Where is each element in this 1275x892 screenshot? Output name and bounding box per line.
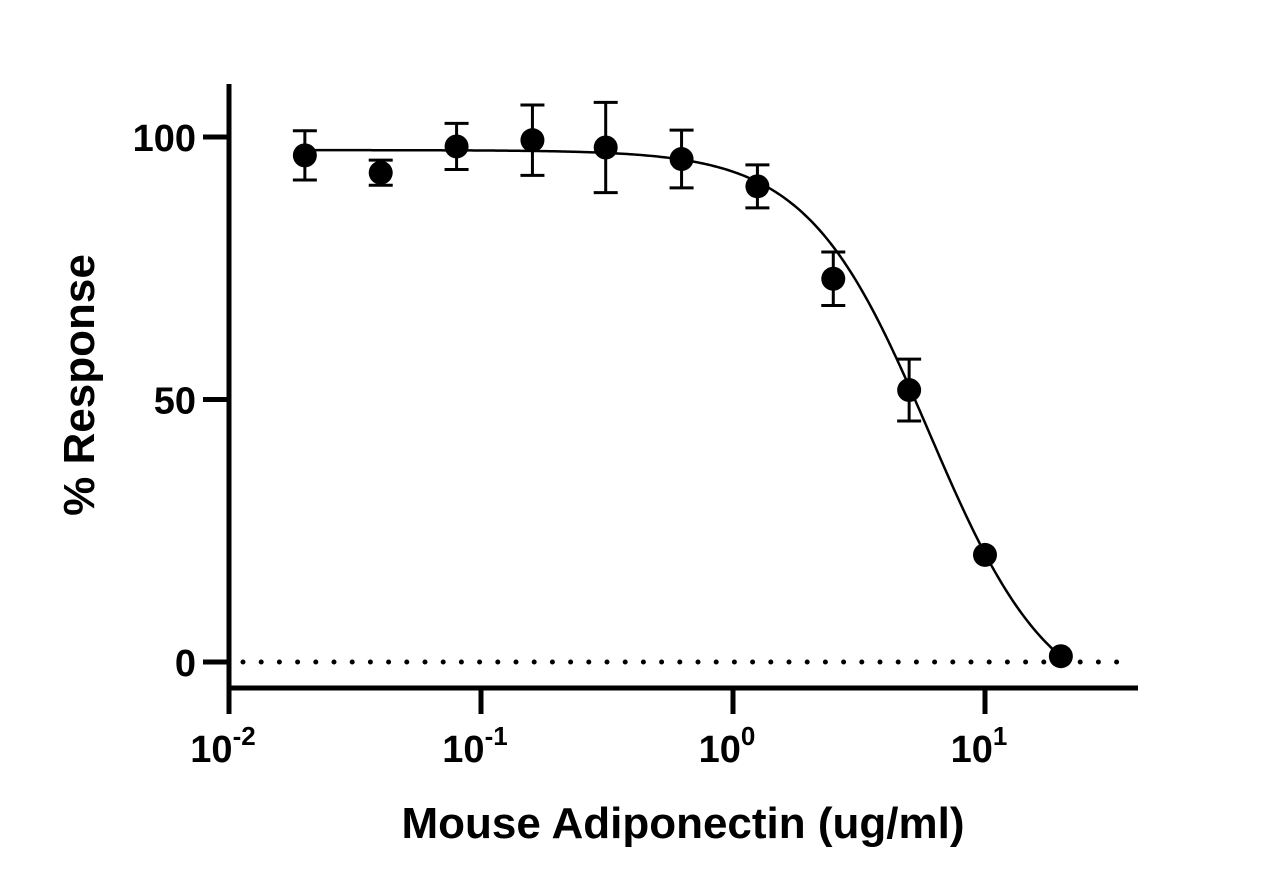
y-axis-title: % Response — [55, 254, 104, 516]
x-axis-title: Mouse Adiponectin (ug/ml) — [402, 799, 965, 848]
data-point — [669, 147, 694, 172]
data-point — [520, 128, 545, 153]
x-tick-label: 101 — [951, 721, 1008, 771]
fit-curve — [304, 148, 1062, 658]
data-point — [368, 160, 393, 185]
x-tick-label: 100 — [699, 721, 756, 771]
y-tick-label: 100 — [133, 118, 196, 160]
data-point — [897, 378, 922, 403]
fit-curve-path — [304, 148, 1062, 658]
y-tick-label: 0 — [175, 643, 196, 685]
data-point — [292, 143, 317, 168]
x-tick-label: 10-2 — [190, 721, 255, 771]
data-point — [973, 542, 997, 567]
data-point — [444, 134, 469, 159]
data-points — [292, 100, 1073, 669]
y-tick-label: 50 — [154, 381, 196, 423]
data-point — [593, 135, 618, 160]
data-point — [1048, 644, 1073, 669]
tick-labels: 0 50 100 10-2 10-1 100 101 — [133, 118, 1008, 771]
axes — [203, 84, 1138, 714]
data-point — [745, 174, 770, 199]
x-tick-label: 10-1 — [442, 721, 507, 771]
data-point — [821, 266, 846, 291]
